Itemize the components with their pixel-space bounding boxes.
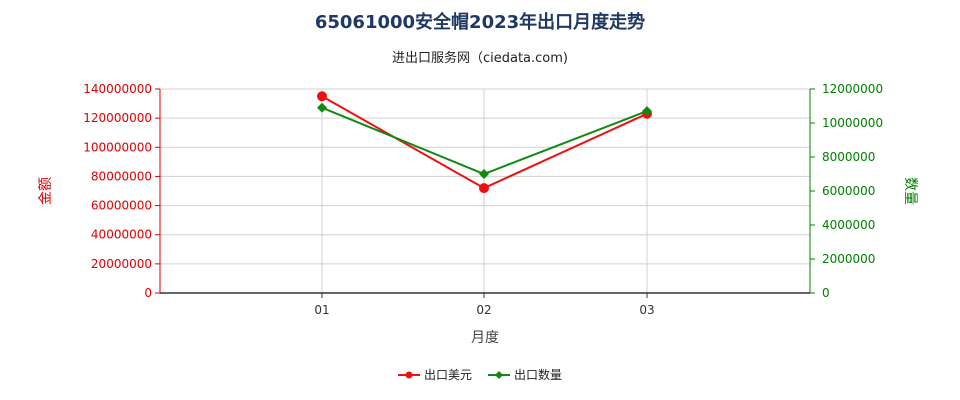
right-tick-label: 12000000 bbox=[822, 82, 883, 96]
legend-label: 出口数量 bbox=[514, 367, 562, 382]
right-axis-title: 数量 bbox=[902, 177, 918, 205]
legend: 出口美元 出口数量 bbox=[398, 367, 562, 382]
right-tick-label: 10000000 bbox=[822, 116, 883, 130]
right-tick-label: 4000000 bbox=[822, 218, 875, 232]
left-tick-label: 100000000 bbox=[83, 140, 152, 154]
legend-marker bbox=[495, 371, 503, 379]
left-tick-label: 80000000 bbox=[91, 169, 152, 183]
left-tick-label: 20000000 bbox=[91, 257, 152, 271]
legend-label: 出口美元 bbox=[424, 368, 472, 382]
left-tick-label: 40000000 bbox=[91, 228, 152, 242]
grid bbox=[160, 88, 810, 293]
data-point bbox=[642, 106, 652, 117]
series bbox=[317, 91, 652, 194]
axes: 0200000004000000060000000800000001000000… bbox=[83, 82, 883, 317]
legend-marker bbox=[405, 371, 413, 379]
left-axis-title: 金额 bbox=[38, 177, 54, 205]
x-tick-label: 02 bbox=[476, 303, 491, 317]
right-tick-label: 8000000 bbox=[822, 150, 875, 164]
right-tick-label: 0 bbox=[822, 286, 830, 300]
left-tick-label: 0 bbox=[144, 286, 152, 300]
left-tick-label: 120000000 bbox=[83, 111, 152, 125]
right-tick-label: 2000000 bbox=[822, 252, 875, 266]
data-point bbox=[317, 91, 327, 102]
left-tick-label: 140000000 bbox=[83, 82, 152, 96]
right-tick-label: 6000000 bbox=[822, 184, 875, 198]
x-tick-label: 01 bbox=[314, 303, 329, 317]
chart-subtitle: 进出口服务网（ciedata.com) bbox=[392, 50, 568, 66]
data-point bbox=[479, 169, 489, 179]
left-tick-label: 60000000 bbox=[91, 199, 152, 213]
data-point bbox=[479, 183, 489, 194]
x-tick-label: 03 bbox=[639, 303, 654, 317]
data-point bbox=[317, 102, 327, 113]
chart-title: 65061000安全帽2023年出口月度走势 bbox=[315, 11, 645, 33]
x-axis-title: 月度 bbox=[471, 330, 499, 346]
